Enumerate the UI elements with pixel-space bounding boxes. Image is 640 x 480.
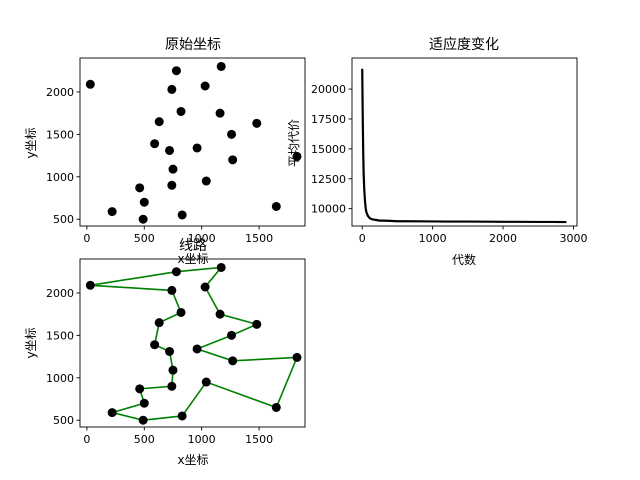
x-axis-label: 代数 <box>452 252 476 267</box>
city-point <box>154 318 164 328</box>
city-point <box>150 139 160 149</box>
city-point <box>168 365 178 375</box>
city-point <box>107 408 117 418</box>
subplot-title-original-coordinates: 原始坐标 <box>165 37 221 53</box>
y-tick-label: 15000 <box>311 143 346 156</box>
city-point <box>168 164 178 174</box>
y-tick-label: 10000 <box>311 203 346 216</box>
city-point <box>216 61 226 71</box>
city-point <box>292 151 302 161</box>
y-tick-label: 1500 <box>46 329 74 342</box>
x-tick-label: 2000 <box>489 232 517 245</box>
x-tick-label: 0 <box>83 433 90 446</box>
x-tick-label: 1000 <box>188 232 216 245</box>
x-tick-label: 1000 <box>188 433 216 446</box>
city-point <box>150 340 160 350</box>
subplot-route: 线路 x坐标 y坐标 0 500 1000 1500 500 1000 1500 2000 <box>24 238 306 467</box>
x-tick-label: 500 <box>134 232 155 245</box>
city-point <box>167 180 177 190</box>
x-tick-label: 3000 <box>559 232 587 245</box>
city-point <box>192 143 202 153</box>
city-point <box>171 66 181 76</box>
city-point <box>177 210 187 220</box>
y-axis-label: 平均代价 <box>287 119 301 167</box>
city-point <box>154 117 164 127</box>
city-point <box>192 344 202 354</box>
city-point <box>201 377 211 387</box>
city-point <box>139 197 149 207</box>
y-tick-label: 17500 <box>311 113 346 126</box>
plot-frame <box>79 258 306 428</box>
city-point <box>177 411 187 421</box>
y-tick-label: 1500 <box>46 128 74 141</box>
city-point <box>252 319 262 329</box>
city-point <box>167 84 177 94</box>
y-axis-label: y坐标 <box>24 327 38 358</box>
city-point <box>228 155 238 165</box>
city-point <box>227 129 237 139</box>
route-line <box>90 266 299 422</box>
city-point <box>135 183 145 193</box>
axis-ticks: 0 1000 2000 3000 10000 12500 15000 17500 20000 <box>311 83 587 245</box>
city-point <box>228 356 238 366</box>
plot-frame <box>79 57 306 227</box>
city-point <box>165 346 175 356</box>
city-point <box>271 402 281 412</box>
city-point <box>135 384 145 394</box>
y-axis-label: y坐标 <box>24 127 38 158</box>
subplot-title-fitness-change: 适应度变化 <box>429 36 499 53</box>
y-tick-label: 500 <box>53 213 74 226</box>
city-point <box>215 309 225 319</box>
x-tick-label: 500 <box>134 433 155 446</box>
axis-ticks: 0 500 1000 1500 500 1000 1500 2000 <box>46 287 273 446</box>
subplot-title-route: 线路 <box>179 238 207 254</box>
y-tick-label: 1000 <box>46 372 74 385</box>
city-point <box>176 106 186 116</box>
city-point <box>85 79 95 89</box>
scatter-points <box>85 61 302 224</box>
city-point <box>271 201 281 211</box>
city-point <box>138 415 148 425</box>
plot-frame <box>351 57 578 227</box>
route-line-and-points <box>85 262 302 425</box>
city-point <box>227 330 237 340</box>
city-point <box>176 307 186 317</box>
city-point <box>200 81 210 91</box>
fitness-line <box>361 68 567 224</box>
city-point <box>165 145 175 155</box>
city-point <box>201 176 211 186</box>
city-point <box>139 398 149 408</box>
city-point <box>171 267 181 277</box>
city-point <box>138 214 148 224</box>
y-tick-label: 20000 <box>311 83 346 96</box>
city-point <box>200 282 210 292</box>
city-point <box>85 280 95 290</box>
y-tick-label: 1000 <box>46 171 74 184</box>
axis-ticks: 0 500 1000 1500 500 1000 1500 2000 <box>46 86 273 245</box>
city-point <box>167 381 177 391</box>
y-tick-label: 12500 <box>311 173 346 186</box>
subplot-fitness-change: 适应度变化 代数 平均代价 0 1000 2000 3000 10000 12500 150… <box>287 36 587 267</box>
city-point <box>292 352 302 362</box>
y-tick-label: 500 <box>53 414 74 427</box>
x-tick-label: 1500 <box>245 433 273 446</box>
x-tick-label: 0 <box>83 232 90 245</box>
city-point <box>252 118 262 128</box>
x-axis-label: x坐标 <box>177 453 208 467</box>
city-point <box>167 285 177 295</box>
city-point <box>215 108 225 118</box>
city-point <box>107 207 117 217</box>
fitness-series-line <box>361 68 567 224</box>
y-tick-label: 2000 <box>46 86 74 99</box>
x-tick-label: 1000 <box>419 232 447 245</box>
x-tick-label: 0 <box>359 232 366 245</box>
city-point <box>216 262 226 272</box>
y-tick-label: 2000 <box>46 287 74 300</box>
x-tick-label: 1500 <box>245 232 273 245</box>
